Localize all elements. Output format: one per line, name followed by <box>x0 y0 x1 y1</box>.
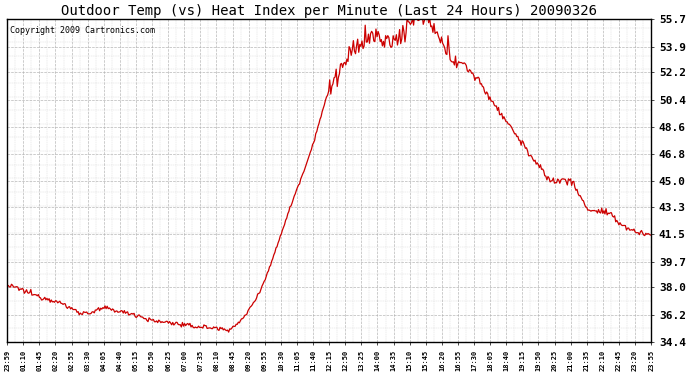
Title: Outdoor Temp (vs) Heat Index per Minute (Last 24 Hours) 20090326: Outdoor Temp (vs) Heat Index per Minute … <box>61 4 597 18</box>
Text: Copyright 2009 Cartronics.com: Copyright 2009 Cartronics.com <box>10 26 155 35</box>
